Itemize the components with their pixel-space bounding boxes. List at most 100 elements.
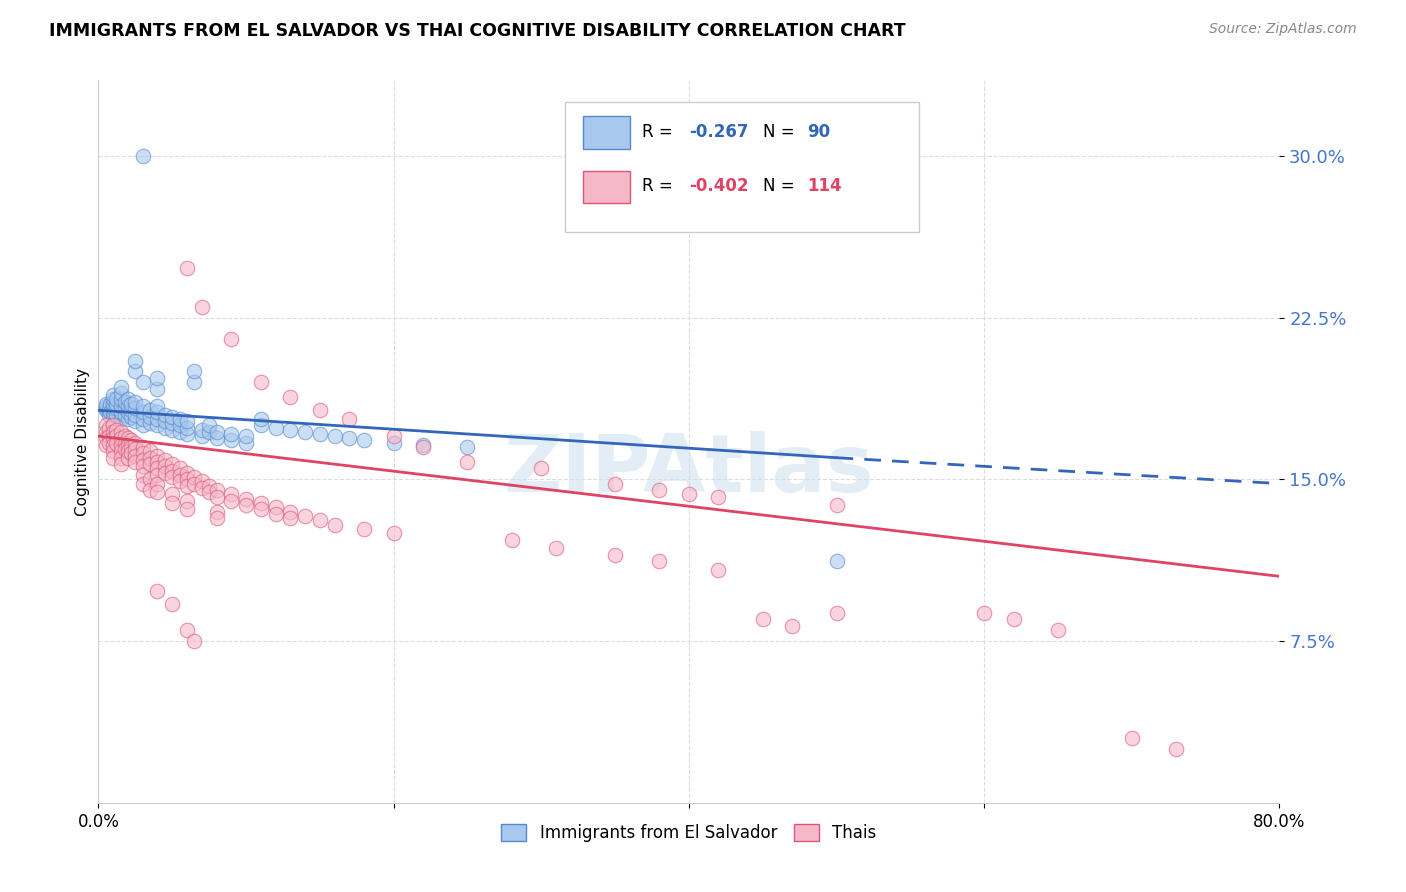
- Point: [605, 548, 627, 562]
- Point: [707, 490, 730, 504]
- Point: [124, 353, 146, 368]
- Point: [103, 444, 125, 458]
- Point: [153, 466, 176, 480]
- Point: [146, 467, 169, 482]
- Point: [412, 440, 434, 454]
- Point: [114, 394, 136, 409]
- Point: [94, 397, 117, 411]
- Point: [205, 511, 228, 525]
- Point: [250, 496, 273, 510]
- Point: [146, 461, 169, 475]
- Point: [176, 466, 198, 480]
- Point: [110, 405, 132, 419]
- Point: [94, 403, 117, 417]
- Point: [176, 260, 198, 275]
- Point: [110, 431, 132, 445]
- Point: [153, 414, 176, 428]
- Point: [94, 438, 117, 452]
- Point: [309, 427, 332, 442]
- Point: [280, 390, 302, 404]
- Point: [120, 446, 142, 460]
- Point: [94, 425, 117, 439]
- Point: [132, 476, 155, 491]
- Point: [114, 401, 136, 416]
- Point: [139, 403, 162, 417]
- Point: [98, 405, 121, 419]
- Text: N =: N =: [763, 123, 800, 141]
- Point: [103, 401, 125, 416]
- Point: [132, 412, 155, 426]
- Point: [124, 449, 146, 463]
- Point: [103, 438, 125, 452]
- Point: [707, 563, 730, 577]
- Point: [191, 300, 214, 314]
- Point: [105, 401, 128, 416]
- Point: [117, 399, 139, 413]
- Point: [105, 429, 128, 443]
- Point: [103, 450, 125, 465]
- Point: [114, 435, 136, 450]
- Point: [264, 420, 287, 434]
- Point: [205, 483, 228, 497]
- Point: [146, 485, 169, 500]
- Point: [117, 450, 139, 465]
- Point: [120, 409, 142, 424]
- Point: [103, 405, 125, 419]
- Point: [205, 431, 228, 445]
- Point: [648, 554, 671, 568]
- Point: [97, 420, 120, 434]
- Point: [294, 508, 316, 523]
- Point: [382, 429, 405, 443]
- Point: [110, 412, 132, 426]
- Point: [124, 408, 146, 422]
- Point: [110, 425, 132, 439]
- Point: [105, 408, 128, 422]
- Point: [153, 420, 176, 434]
- Point: [139, 416, 162, 430]
- Point: [162, 496, 183, 510]
- Text: R =: R =: [641, 178, 678, 195]
- Point: [117, 444, 139, 458]
- Point: [973, 606, 995, 620]
- Point: [103, 392, 125, 407]
- Point: [105, 392, 128, 407]
- Point: [198, 479, 221, 493]
- Point: [97, 435, 120, 450]
- Point: [132, 376, 155, 390]
- Point: [1046, 624, 1070, 638]
- Text: R =: R =: [641, 123, 678, 141]
- Point: [139, 472, 162, 486]
- Point: [139, 450, 162, 465]
- Point: [132, 446, 155, 460]
- Point: [183, 634, 205, 648]
- Point: [825, 498, 848, 512]
- Point: [176, 420, 198, 434]
- Point: [110, 450, 132, 465]
- Point: [530, 461, 553, 475]
- Point: [198, 418, 221, 433]
- Point: [97, 429, 120, 443]
- Point: [110, 438, 132, 452]
- Point: [183, 364, 205, 378]
- Point: [825, 606, 848, 620]
- Point: [198, 425, 221, 439]
- Point: [176, 472, 198, 486]
- Point: [94, 399, 117, 413]
- Point: [120, 434, 142, 448]
- Point: [1121, 731, 1143, 745]
- Point: [280, 505, 302, 519]
- Point: [221, 493, 243, 508]
- Point: [132, 149, 155, 163]
- Point: [124, 455, 146, 469]
- Text: ZIPAtlas: ZIPAtlas: [503, 432, 875, 509]
- Point: [117, 392, 139, 407]
- Point: [221, 427, 243, 442]
- Point: [132, 405, 155, 419]
- Point: [191, 475, 214, 489]
- Legend: Immigrants from El Salvador, Thais: Immigrants from El Salvador, Thais: [495, 817, 883, 848]
- Bar: [582, 116, 630, 149]
- Point: [132, 453, 155, 467]
- Point: [132, 399, 155, 413]
- Point: [103, 425, 125, 439]
- Point: [235, 435, 257, 450]
